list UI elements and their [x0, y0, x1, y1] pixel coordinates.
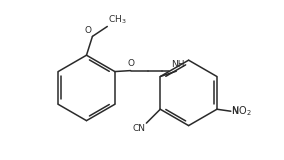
Text: CN: CN [132, 124, 145, 133]
Text: O: O [84, 26, 91, 35]
Text: N: N [231, 107, 238, 116]
Text: O: O [127, 59, 134, 68]
Text: NO$_2$: NO$_2$ [231, 104, 252, 118]
Text: CH$_3$: CH$_3$ [108, 14, 127, 26]
Text: NH: NH [171, 60, 185, 69]
